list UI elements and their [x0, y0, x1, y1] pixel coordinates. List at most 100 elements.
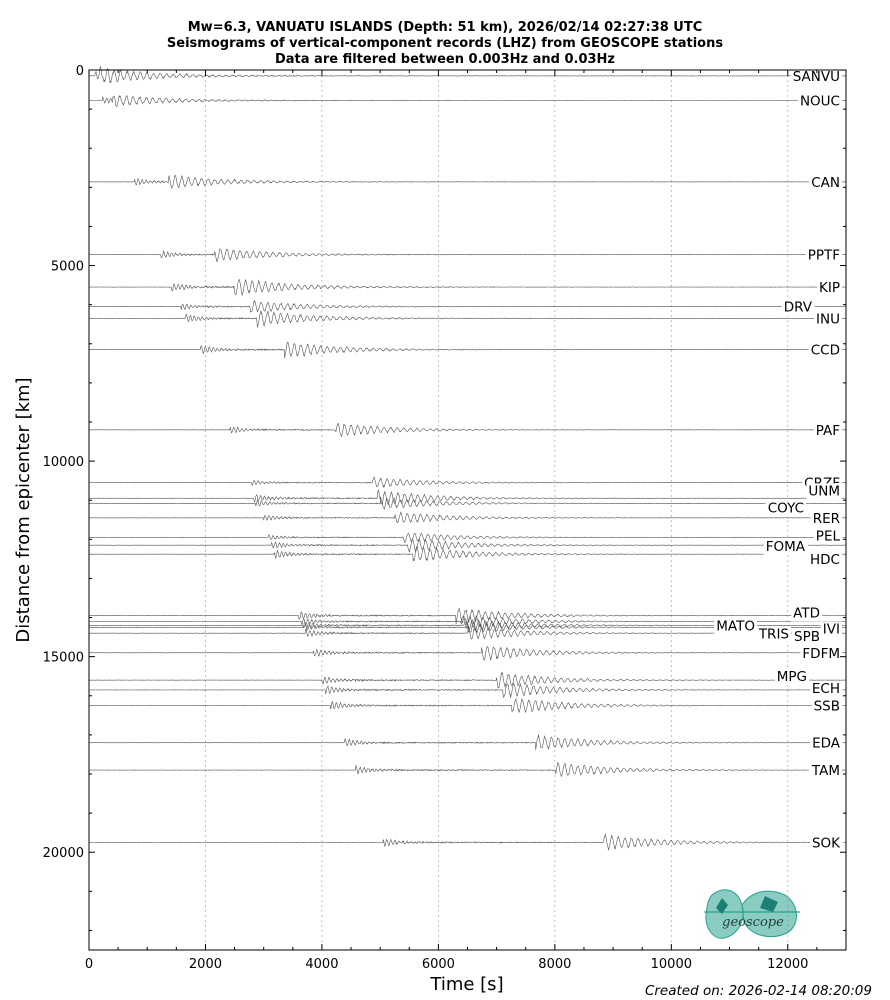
trace-can [88, 174, 847, 190]
trace-inu [89, 310, 846, 328]
station-label-spb: SPB [794, 629, 820, 645]
station-label-bg [810, 510, 842, 527]
trace-rer [89, 511, 847, 524]
chart-title-line-2: Seismograms of vertical-component record… [167, 36, 723, 51]
station-label-tam: TAM [811, 763, 840, 779]
station-label-coyc: COYC [768, 500, 804, 516]
station-label-bg [809, 174, 842, 191]
station-label-inu: INU [816, 311, 840, 327]
station-label-atd: ATD [793, 606, 820, 622]
plot-frame [88, 69, 847, 951]
x-tick-label: 0 [85, 957, 93, 972]
x-tick-label: 10000 [651, 957, 692, 972]
station-label-bg [808, 342, 842, 359]
station-labels: SANVUNOUCCANPPTFKIPDRVINUCCDPAFCRZFUNMCO… [714, 68, 844, 852]
trace-kip [89, 279, 846, 297]
x-tick-label: 6000 [422, 957, 455, 972]
seismogram-traces [88, 66, 847, 851]
x-tick-label: 12000 [767, 957, 808, 972]
trace-fdfm [88, 645, 847, 661]
geoscope-logo-icon: geoscope [704, 889, 800, 939]
chart-title-line-1: Mw=6.3, VANUATU ISLANDS (Depth: 51 km), … [188, 20, 703, 35]
trace-paf [88, 422, 847, 438]
station-label-hdc: HDC [810, 552, 840, 568]
trace-pel [88, 532, 846, 543]
station-label-ech: ECH [812, 681, 840, 697]
trace-atd [88, 607, 847, 624]
y-axis-label: Distance from epicenter [km] [13, 377, 34, 642]
station-label-tris: TRIS [758, 626, 789, 642]
station-label-bg [809, 680, 842, 697]
trace-crzf [88, 476, 846, 489]
trace-ccd [88, 341, 847, 359]
station-label-paf: PAF [816, 423, 840, 439]
station-label-bg [806, 483, 842, 500]
trace-ssb [88, 698, 847, 713]
station-label-bg [808, 763, 842, 780]
trace-nouc [88, 95, 847, 108]
station-label-kip: KIP [819, 280, 840, 296]
station-label-bg [814, 311, 842, 328]
axis-ticks: 0 2000 4000 6000 8000 10000 12000 0 5000 10000 150… [43, 64, 846, 972]
station-label-foma: FOMA [766, 539, 806, 555]
station-label-bg [813, 528, 843, 545]
x-grid [205, 70, 789, 950]
x-tick-label: 2000 [189, 957, 222, 972]
station-label-bg [797, 93, 842, 110]
station-label-bg [755, 626, 791, 643]
trace-foma [88, 538, 847, 553]
x-tick-label: 8000 [538, 957, 571, 972]
station-label-bg [805, 247, 842, 264]
station-label-drv: DRV [784, 300, 813, 316]
station-label-bg [763, 539, 808, 556]
station-label-sok: SOK [812, 835, 841, 851]
trace-coyc [88, 496, 846, 511]
station-label-bg [817, 280, 842, 297]
station-label-bg [800, 645, 842, 662]
station-label-bg [808, 552, 842, 569]
station-label-bg [781, 299, 815, 316]
station-label-pel: PEL [816, 528, 841, 544]
station-label-bg [809, 835, 844, 852]
station-label-bg [790, 68, 842, 85]
station-label-eda: EDA [812, 736, 841, 752]
station-label-bg [774, 669, 809, 686]
y-tick-label: 0 [76, 64, 84, 79]
y-tick-label: 20000 [43, 846, 84, 861]
trace-sanvu [88, 66, 847, 83]
station-label-unm: UNM [808, 483, 840, 499]
station-label-mato: MATO [716, 619, 755, 635]
station-label-bg [813, 422, 842, 439]
x-axis-label: Time [s] [429, 974, 503, 995]
station-label-fdfm: FDFM [802, 646, 840, 662]
trace-pptf [88, 248, 847, 263]
trace-mpg [88, 671, 846, 689]
y-tick-label: 10000 [43, 455, 84, 470]
station-label-ssb: SSB [814, 699, 840, 715]
station-label-bg [791, 605, 822, 622]
station-label-ccd: CCD [811, 343, 840, 359]
y-tick-label: 5000 [51, 260, 84, 275]
station-label-ivi: IVI [823, 621, 840, 637]
station-label-bg [765, 500, 806, 517]
y-tick-label: 15000 [43, 651, 84, 666]
station-label-bg [811, 698, 842, 715]
trace-eda [88, 734, 847, 750]
station-label-pptf: PPTF [808, 248, 840, 264]
station-label-mpg: MPG [777, 669, 807, 685]
station-label-nouc: NOUC [800, 94, 840, 110]
x-tick-label: 4000 [305, 957, 338, 972]
station-label-bg [820, 621, 842, 638]
trace-hdc [88, 546, 846, 562]
created-on-text: Created on: 2026-02-14 08:20:09 [645, 983, 872, 999]
station-label-bg [792, 629, 822, 646]
chart-title-line-3: Data are filtered between 0.003Hz and 0.… [275, 52, 615, 67]
station-label-sanvu: SANVU [793, 69, 840, 85]
station-label-bg [714, 618, 757, 635]
trace-sok [89, 833, 847, 851]
trace-unm [88, 488, 846, 506]
logo-text: geoscope [722, 915, 784, 930]
trace-drv [88, 299, 847, 313]
station-label-bg [810, 735, 843, 752]
